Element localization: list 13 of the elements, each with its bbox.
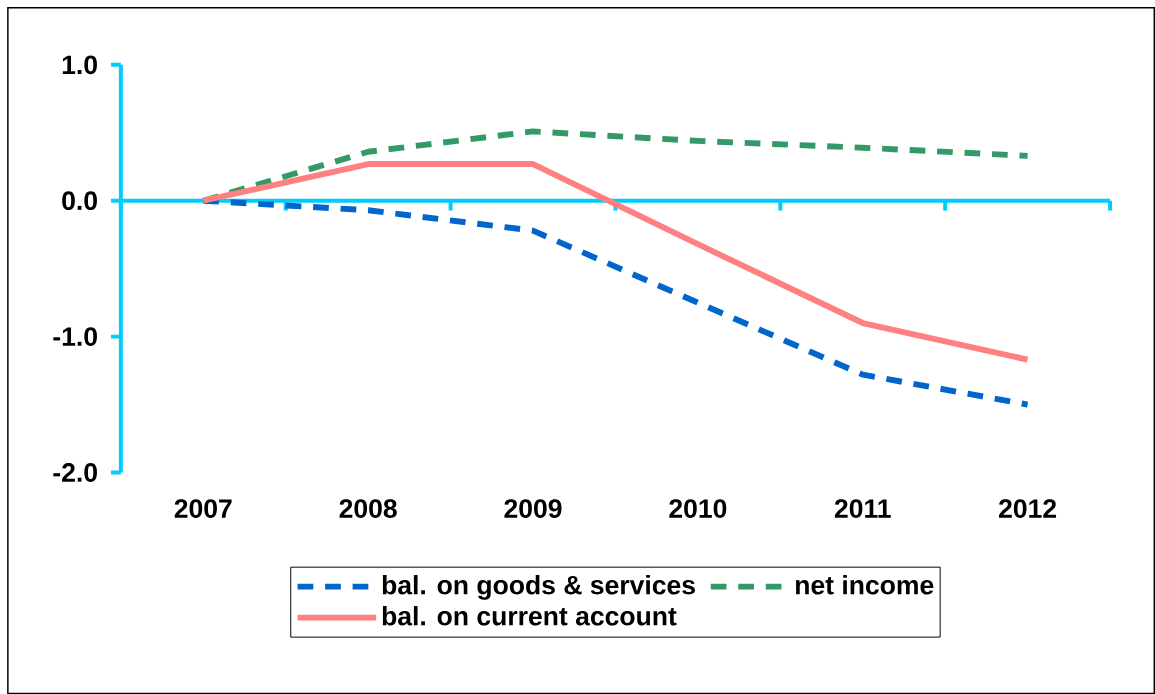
y-tick-label: 0.0 <box>62 191 97 210</box>
x-tick-label: 2011 <box>834 499 891 518</box>
legend-label: bal. on goods & services <box>382 574 695 600</box>
y-tick-label: 1.0 <box>62 55 97 75</box>
x-tick-label: 2007 <box>174 499 232 518</box>
legend-label: bal. on current account <box>382 605 677 626</box>
y-tick-label: -1.0 <box>53 327 97 346</box>
y-tick-label: -2.0 <box>53 462 97 482</box>
x-tick-label: 2009 <box>504 499 562 518</box>
x-tick-label: 2008 <box>339 499 397 518</box>
x-tick-label: 2012 <box>999 499 1057 518</box>
legend-label: net income <box>795 574 934 595</box>
x-tick-label: 2010 <box>669 499 727 518</box>
